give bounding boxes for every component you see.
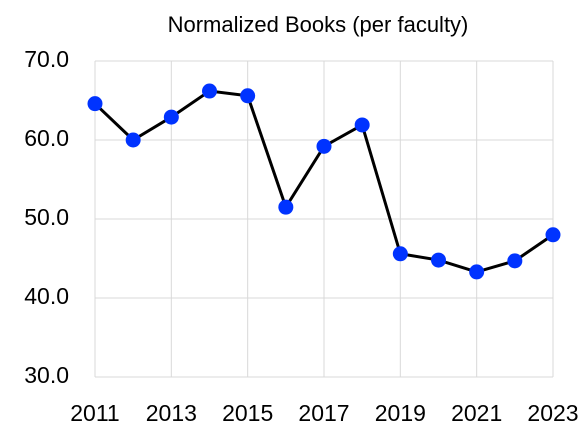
y-tick-label: 40.0 [24, 283, 69, 309]
data-point [278, 199, 294, 215]
data-point [202, 83, 217, 99]
data-point [354, 117, 370, 133]
x-tick-label: 2021 [451, 400, 502, 426]
data-point [125, 132, 141, 148]
x-tick-label: 2023 [527, 400, 578, 426]
data-point [87, 96, 103, 112]
x-tick-label: 2015 [222, 400, 273, 426]
x-tick-label: 2013 [146, 400, 197, 426]
x-tick-label: 2019 [375, 400, 426, 426]
data-point [392, 246, 408, 262]
data-point [316, 138, 332, 154]
y-tick-label: 50.0 [24, 204, 69, 230]
data-point [240, 88, 256, 104]
y-tick-label: 60.0 [24, 125, 69, 151]
data-point [431, 252, 446, 268]
x-tick-label: 2011 [70, 400, 119, 426]
chart-title: Normalized Books (per faculty) [168, 12, 469, 37]
y-tick-label: 70.0 [24, 46, 69, 72]
data-point [507, 253, 523, 269]
x-tick-label: 2017 [298, 400, 349, 426]
data-point [545, 227, 561, 243]
data-point [163, 109, 179, 125]
data-point [469, 264, 485, 280]
y-tick-label: 30.0 [24, 362, 69, 388]
